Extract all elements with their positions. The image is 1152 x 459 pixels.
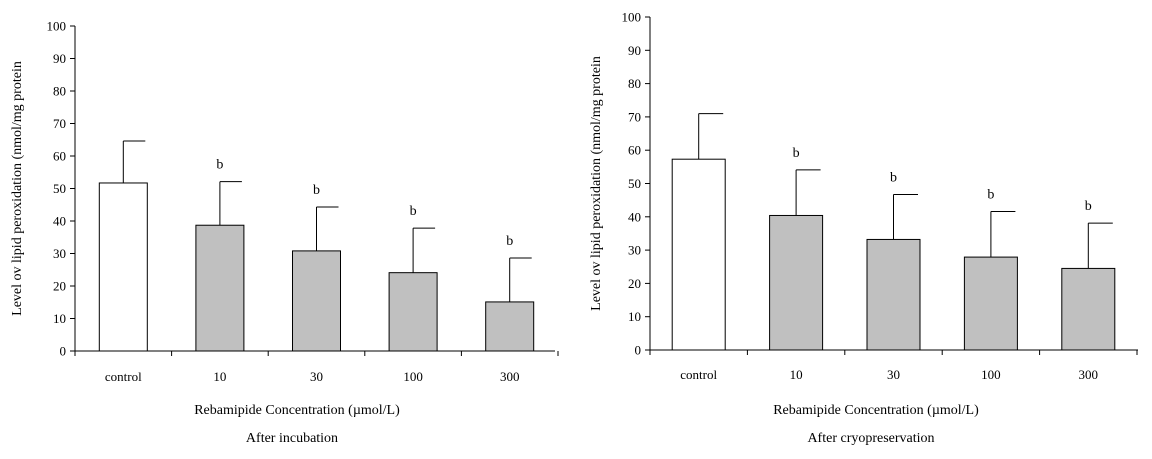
y-tick-label: 0 bbox=[635, 343, 642, 358]
y-tick-label: 100 bbox=[622, 10, 642, 25]
significance-label: b bbox=[1085, 199, 1092, 214]
y-tick-label: 30 bbox=[53, 246, 66, 261]
x-tick-label: 100 bbox=[403, 369, 423, 384]
y-tick-label: 100 bbox=[47, 19, 67, 34]
y-tick-label: 90 bbox=[53, 51, 66, 66]
x-tick-label: control bbox=[680, 367, 717, 382]
y-tick-label: 0 bbox=[60, 344, 67, 359]
significance-label: b bbox=[793, 146, 800, 161]
bar-control bbox=[98, 182, 148, 352]
y-tick-label: 20 bbox=[53, 279, 66, 294]
significance-label: b bbox=[506, 234, 513, 249]
y-tick-label: 20 bbox=[628, 276, 641, 291]
y-tick-label: 60 bbox=[53, 149, 66, 164]
x-tick-label: 10 bbox=[790, 367, 803, 382]
chart-2: 0 10 20 30 40 50 60 70 80 90 100 control 10 b 30 b 100 b 3… bbox=[589, 10, 1138, 446]
x-tick-label: 100 bbox=[981, 367, 1001, 382]
significance-label: b bbox=[410, 204, 417, 219]
bar-10 bbox=[769, 214, 824, 351]
x-axis-label: Rebamipide Concentration (µmol/L) bbox=[194, 403, 400, 418]
bar-30 bbox=[866, 238, 921, 351]
y-axis-label: Level ov lipid peroxidation (nmol/mg pro… bbox=[589, 56, 604, 311]
y-tick-label: 70 bbox=[53, 116, 66, 131]
y-tick-label: 80 bbox=[628, 76, 641, 91]
y-tick-label: 80 bbox=[53, 84, 66, 99]
y-tick-label: 70 bbox=[628, 109, 641, 124]
y-tick-label: 50 bbox=[628, 176, 641, 191]
x-tick-label: 30 bbox=[887, 367, 900, 382]
bar-300 bbox=[1061, 267, 1116, 351]
x-tick-label: 30 bbox=[310, 369, 323, 384]
y-tick-label: 30 bbox=[628, 243, 641, 258]
y-tick-label: 40 bbox=[628, 209, 641, 224]
y-tick-label: 10 bbox=[628, 309, 641, 324]
bar-100 bbox=[963, 256, 1018, 351]
significance-label: b bbox=[313, 183, 320, 198]
y-tick-label: 10 bbox=[53, 311, 66, 326]
x-tick-label: control bbox=[105, 369, 142, 384]
y-tick-label: 50 bbox=[53, 181, 66, 196]
y-tick-label: 40 bbox=[53, 214, 66, 229]
significance-label: b bbox=[987, 187, 994, 202]
significance-label: b bbox=[890, 170, 897, 185]
bar-10 bbox=[195, 224, 245, 352]
y-tick-label: 90 bbox=[628, 43, 641, 58]
chart-1: 0 10 20 30 40 50 60 70 80 90 100 control 10 b 30 b 100 b 3… bbox=[10, 19, 559, 446]
bar-100 bbox=[388, 272, 438, 352]
y-axis-label: Level ov lipid peroxidation (nmol/mg pro… bbox=[10, 61, 25, 316]
y-tick-label: 60 bbox=[628, 143, 641, 158]
x-tick-label: 300 bbox=[1079, 367, 1099, 382]
bar-30 bbox=[292, 250, 341, 352]
chart-caption: After cryopreservation bbox=[807, 431, 934, 446]
significance-label: b bbox=[216, 158, 223, 173]
x-tick-label: 10 bbox=[213, 369, 226, 384]
x-axis-label: Rebamipide Concentration (µmol/L) bbox=[773, 403, 979, 418]
chart-caption: After incubation bbox=[246, 431, 338, 446]
bar-control bbox=[671, 158, 726, 351]
x-tick-label: 300 bbox=[500, 369, 520, 384]
bar-300 bbox=[485, 301, 535, 352]
